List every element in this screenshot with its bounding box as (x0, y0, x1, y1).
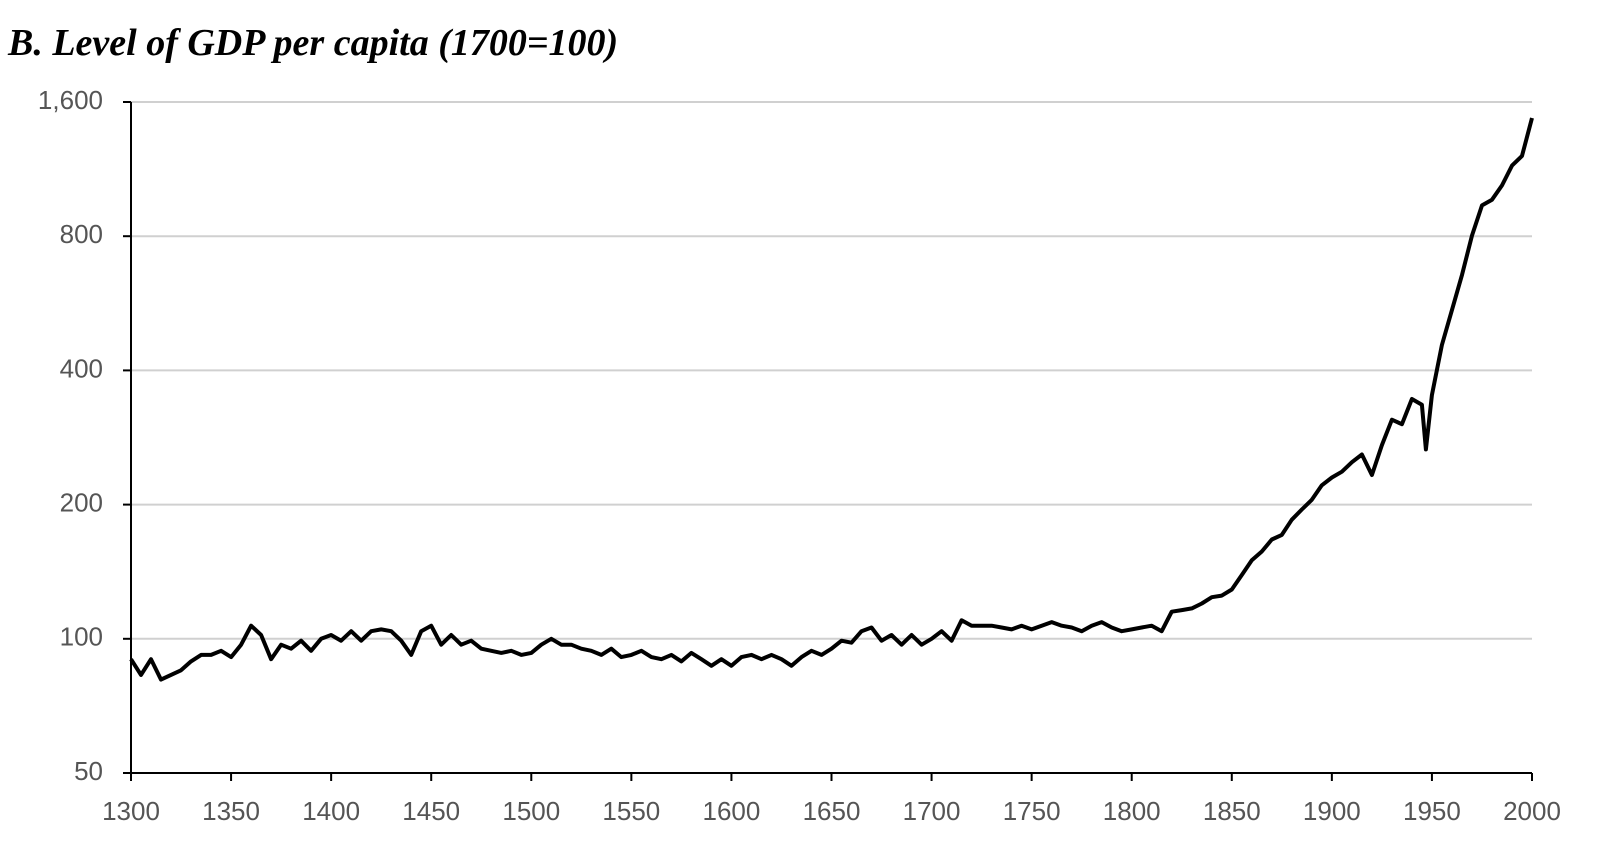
y-tick-label: 200 (60, 487, 103, 517)
x-tick-label: 1900 (1303, 796, 1361, 826)
x-tick-label: 1550 (602, 796, 660, 826)
x-tick-label: 2000 (1503, 796, 1561, 826)
data-line (129, 117, 1534, 682)
y-tick-label: 50 (74, 756, 103, 786)
x-tick-label: 1350 (202, 796, 260, 826)
x-tick-label: 1750 (1003, 796, 1061, 826)
x-tick-label: 1800 (1103, 796, 1161, 826)
x-tick-label: 1450 (402, 796, 460, 826)
x-tick-label: 1700 (903, 796, 961, 826)
x-tick-label: 1500 (502, 796, 560, 826)
chart-title: B. Level of GDP per capita (1700=100) (7, 22, 618, 64)
y-tick-label: 100 (60, 622, 103, 652)
x-tick-label: 1300 (102, 796, 160, 826)
x-tick-label: 1650 (803, 796, 861, 826)
y-tick-label: 800 (60, 219, 103, 249)
x-tick-label: 1600 (703, 796, 761, 826)
y-tick-label: 1,600 (38, 85, 103, 115)
x-tick-label: 1400 (302, 796, 360, 826)
x-tick-label: 1850 (1203, 796, 1261, 826)
y-tick-label: 400 (60, 353, 103, 383)
x-tick-label: 1950 (1403, 796, 1461, 826)
